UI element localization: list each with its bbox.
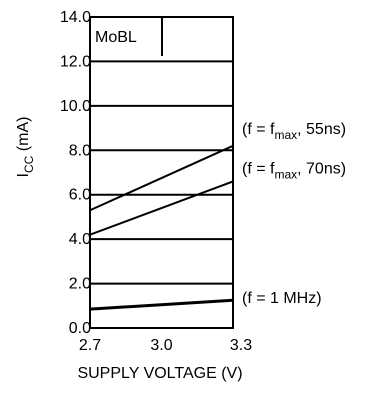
y-tick-label: 12.0 [60, 53, 91, 70]
x-tick-label: 3.0 [150, 337, 172, 354]
y-tick-label: 10.0 [60, 98, 91, 115]
series-line [89, 144, 234, 212]
x-tick-labels: 2.7 3.0 3.3 [79, 337, 252, 354]
series-label: (f = fmax, 70ns) [242, 160, 346, 181]
series-lines [89, 144, 234, 311]
series-labels: (f = fmax, 55ns) (f = fmax, 70ns) (f = 1 M… [242, 121, 346, 307]
y-tick-labels: 0.0 2.0 4.0 6.0 8.0 10.0 12.0 14.0 [60, 9, 91, 337]
y-tick-label: 0.0 [69, 320, 91, 337]
y-axis-label: ICC (mA) [15, 117, 36, 178]
x-tick-label: 2.7 [79, 337, 101, 354]
y-tick-label: 6.0 [69, 187, 91, 204]
series-label: (f = fmax, 55ns) [242, 121, 346, 142]
x-axis-label: SUPPLY VOLTAGE (V) [77, 365, 242, 382]
x-tick-label: 3.3 [230, 337, 252, 354]
series-line [89, 180, 234, 236]
y-tick-label: 8.0 [69, 142, 91, 159]
series-label: (f = 1 MHz) [242, 290, 322, 307]
gridlines [90, 17, 233, 285]
y-tick-label: 14.0 [60, 9, 91, 26]
panel-label: MoBL [95, 29, 137, 46]
plot-frame [89, 16, 234, 329]
y-tick-label: 2.0 [69, 276, 91, 293]
y-tick-label: 4.0 [69, 231, 91, 248]
series-line [89, 298, 234, 311]
